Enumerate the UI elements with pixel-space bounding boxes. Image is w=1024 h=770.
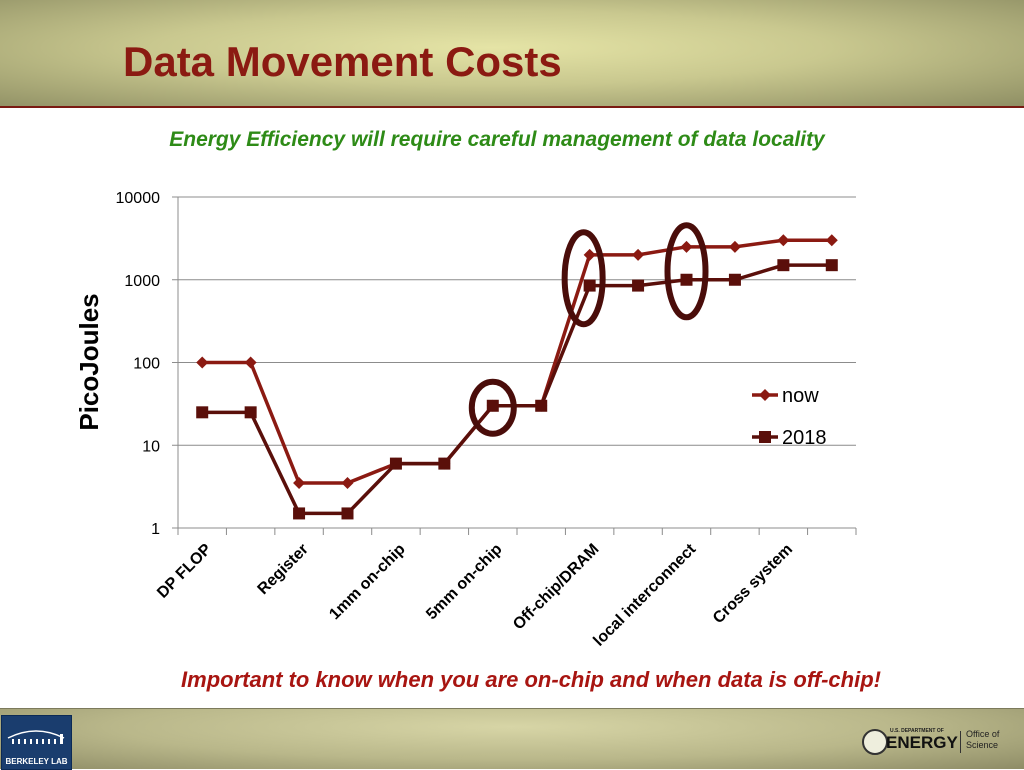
data-point-2018	[728, 273, 741, 286]
x-tick-label: 1mm on-chip	[326, 541, 409, 624]
highlight-ellipse	[468, 378, 517, 437]
x-tick-label: DP FLOP	[154, 541, 215, 602]
doe-office-of-science-logo: U.S. DEPARTMENT OF ENERGY Office of Scie…	[858, 727, 1018, 757]
data-point-2018	[196, 406, 209, 419]
y-axis-title: PicoJoules	[74, 293, 104, 430]
x-tick-label: Cross system	[710, 541, 796, 627]
data-point-2018	[389, 457, 402, 470]
data-point-now	[680, 240, 693, 253]
doe-office-line2: Science	[966, 740, 999, 750]
y-tick-label: 10	[142, 438, 160, 455]
series-line-2018	[202, 263, 832, 516]
x-tick-label: Off-chip/DRAM	[510, 541, 602, 633]
doe-divider	[960, 731, 961, 753]
data-point-2018	[825, 259, 838, 272]
doe-energy-label: ENERGY	[886, 733, 958, 752]
highlight-ellipse	[664, 222, 709, 321]
energy-chart: 1 10 100 1000 10000 DP FLOP Register 1mm on-chi…	[74, 190, 857, 650]
data-point-now	[583, 248, 596, 261]
legend-label-now: now	[782, 385, 819, 407]
data-point-2018	[438, 457, 451, 470]
doe-department-label: U.S. DEPARTMENT OF	[890, 728, 944, 734]
slide-header: Data Movement Costs	[0, 0, 1024, 108]
slide-subtitle: Energy Efficiency will require careful m…	[169, 128, 825, 151]
x-tick-label: Register	[255, 541, 312, 598]
data-point-now	[632, 248, 645, 261]
data-point-now	[341, 476, 354, 489]
data-point-2018	[777, 259, 790, 272]
data-point-2018	[535, 399, 548, 412]
doe-office-line1: Office of	[966, 729, 1000, 739]
data-point-now	[825, 234, 838, 247]
y-tick-label: 100	[133, 356, 160, 373]
legend-marker-now	[759, 389, 771, 401]
berkeley-lab-logo: BERKELEY LAB	[1, 715, 72, 770]
berkeley-lab-label: BERKELEY LAB	[5, 757, 68, 766]
highlight-ellipse	[561, 229, 606, 328]
data-point-now	[728, 240, 741, 253]
data-point-2018	[341, 507, 354, 520]
data-point-2018	[583, 279, 596, 292]
data-point-now	[196, 356, 209, 369]
x-tick-label: local interconnect	[590, 540, 699, 649]
slide-title: Data Movement Costs	[123, 38, 562, 85]
doe-seal-icon	[862, 729, 888, 755]
doe-office-label: Office of Science	[966, 729, 999, 751]
data-point-2018	[486, 399, 499, 412]
data-point-2018	[293, 507, 306, 520]
data-point-now	[777, 234, 790, 247]
slide-footer: BERKELEY LAB U.S. DEPARTMENT OF ENERGY O…	[0, 708, 1024, 770]
data-point-now	[293, 476, 306, 489]
data-point-2018	[632, 279, 645, 292]
y-tick-label: 10000	[116, 190, 161, 207]
building-icon	[7, 730, 65, 744]
legend-label-2018: 2018	[782, 427, 827, 449]
data-point-2018	[244, 406, 257, 419]
y-tick-label: 1	[151, 521, 160, 538]
legend-marker-2018	[759, 431, 771, 443]
data-point-2018	[680, 273, 693, 286]
slide-footnote: Important to know when you are on-chip a…	[181, 667, 881, 692]
x-tick-label: 5mm on-chip	[423, 541, 506, 624]
data-point-now	[244, 356, 257, 369]
y-tick-label: 1000	[124, 273, 160, 290]
